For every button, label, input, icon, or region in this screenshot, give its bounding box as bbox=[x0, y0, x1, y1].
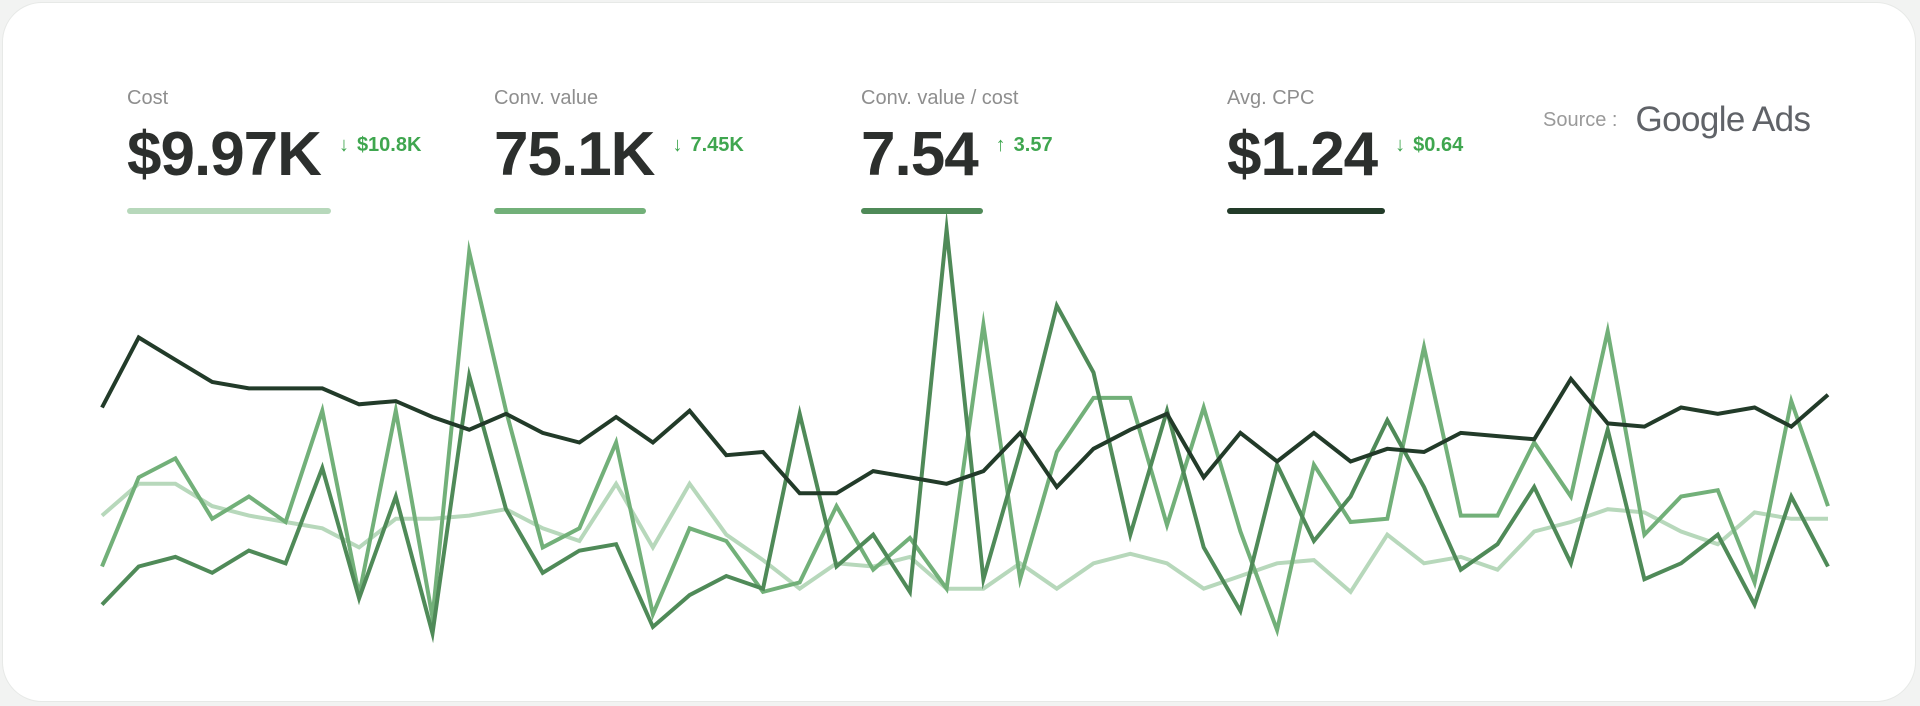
metric-label: Conv. value bbox=[494, 87, 599, 109]
metric-legend-bar bbox=[494, 208, 646, 214]
metric-label: Conv. value / cost bbox=[861, 87, 1019, 109]
source: Source : Google Ads bbox=[1543, 100, 1811, 140]
arrow-down-icon: ↓ bbox=[672, 134, 683, 156]
metric-delta: ↓ 7.45K bbox=[672, 134, 743, 157]
metric-delta: ↓ $0.64 bbox=[1395, 134, 1463, 157]
metric-legend-bar bbox=[1227, 208, 1385, 214]
arrow-up-icon: ↑ bbox=[995, 134, 1006, 156]
metric-avg-cpc: Avg. CPC $1.24 ↓ $0.64 bbox=[1227, 86, 1463, 214]
metric-value: $1.24 bbox=[1227, 120, 1378, 189]
series-line-2 bbox=[100, 239, 1830, 638]
metric-label: Cost bbox=[127, 87, 169, 109]
google-ads-logo: Google Ads bbox=[1635, 100, 1811, 139]
arrow-down-icon: ↓ bbox=[1395, 134, 1406, 156]
series-line-1 bbox=[100, 479, 1828, 595]
metric-delta-value: $0.64 bbox=[1413, 134, 1464, 156]
metric-value: 7.54 bbox=[861, 120, 979, 189]
metric-conv-value-cost: Conv. value / cost 7.54 ↑ 3.57 bbox=[861, 86, 1053, 214]
metric-value: 75.1K bbox=[494, 120, 655, 189]
metric-legend-bar bbox=[861, 208, 983, 214]
arrow-down-icon: ↓ bbox=[338, 134, 349, 156]
metric-cost: Cost $9.97K ↓ $10.8K bbox=[127, 86, 421, 214]
metric-legend-bar bbox=[127, 208, 331, 214]
metric-delta: ↓ $10.8K bbox=[339, 134, 422, 157]
metric-delta-value: 7.45K bbox=[690, 134, 744, 156]
metric-delta-value: 3.57 bbox=[1013, 134, 1053, 156]
series-line-3 bbox=[100, 209, 1830, 644]
metric-conv-value: Conv. value 75.1K ↓ 7.45K bbox=[494, 86, 744, 214]
source-label: Source : bbox=[1543, 108, 1618, 131]
series-line-4 bbox=[100, 334, 1830, 496]
metric-value: $9.97K bbox=[127, 120, 322, 189]
metric-delta: ↑ 3.57 bbox=[996, 134, 1053, 157]
metric-delta-value: $10.8K bbox=[356, 134, 422, 156]
metric-label: Avg. CPC bbox=[1227, 87, 1315, 109]
